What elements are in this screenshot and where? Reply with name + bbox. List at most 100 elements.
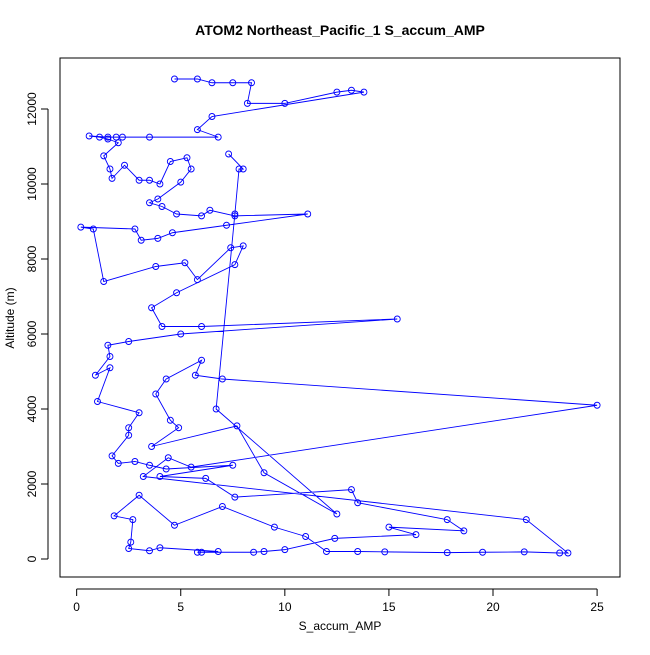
point [137,236,145,244]
point [198,212,206,220]
point [193,126,201,134]
point [106,364,114,372]
point [187,463,195,471]
point [239,165,247,173]
point [96,133,104,141]
point [171,521,178,529]
point [152,263,160,270]
point [354,499,362,507]
point [91,371,99,379]
point [412,531,420,539]
point [218,375,226,383]
point [214,133,222,141]
point [564,549,572,557]
series-line [80,78,598,554]
point [193,75,201,83]
point [114,139,122,147]
y-tick-label: 10000 [25,167,39,201]
x-tick-label: 25 [590,600,604,614]
point [146,461,153,469]
point [208,113,216,120]
point [110,512,118,520]
point [173,289,181,297]
point [89,225,97,233]
point [214,548,222,555]
point [227,244,235,252]
point [131,225,139,233]
point [106,353,114,360]
point [248,79,255,87]
point [154,234,162,242]
point [162,375,170,383]
point [198,323,206,330]
point [135,491,143,499]
point [331,534,339,542]
point [94,398,101,405]
point [152,390,160,398]
point [231,212,239,220]
point [193,548,201,556]
point [156,180,164,188]
y-tick-label: 6000 [25,320,39,347]
point [139,473,147,480]
y-tick-label: 2000 [25,470,39,497]
point [171,75,178,83]
point [177,330,185,338]
point [360,88,368,96]
point [100,278,108,285]
point [231,493,239,501]
point [225,150,233,158]
point [198,548,206,556]
point [212,405,220,413]
point [131,458,139,465]
point [108,174,116,182]
point [181,259,189,267]
point [121,161,128,169]
point [135,176,143,184]
point [393,315,401,323]
y-tick-label: 0 [25,555,39,562]
point [156,544,164,552]
point [443,516,451,524]
point [106,165,114,173]
point [125,338,133,345]
point [218,503,226,510]
point [177,178,185,186]
x-tick-label: 20 [486,600,500,614]
point [158,203,166,210]
point [183,154,191,162]
point [85,132,93,140]
point [231,261,239,269]
point [125,424,133,432]
point [104,341,112,349]
y-tick-label: 12000 [25,92,39,126]
point [146,199,153,207]
point [77,223,85,231]
x-tick-label: 5 [177,600,184,614]
point [347,486,355,494]
point [135,409,143,417]
point [208,79,216,87]
point [229,461,237,469]
point [164,454,172,462]
point [270,523,278,531]
point [158,323,166,330]
point [191,371,199,379]
point [556,549,564,557]
point [443,549,451,557]
point [239,242,247,250]
point [146,547,153,555]
point [114,459,122,467]
point [347,86,355,94]
point [281,546,289,554]
point [233,422,241,430]
point [146,133,153,141]
point [127,538,135,546]
x-tick-label: 15 [382,600,396,614]
point [146,176,153,184]
point [156,473,164,480]
y-axis-label: Altitude (m) [3,287,17,348]
y-tick-label: 4000 [25,395,39,422]
x-axis-label: S_accum_AMP [299,619,382,633]
point [333,88,341,96]
